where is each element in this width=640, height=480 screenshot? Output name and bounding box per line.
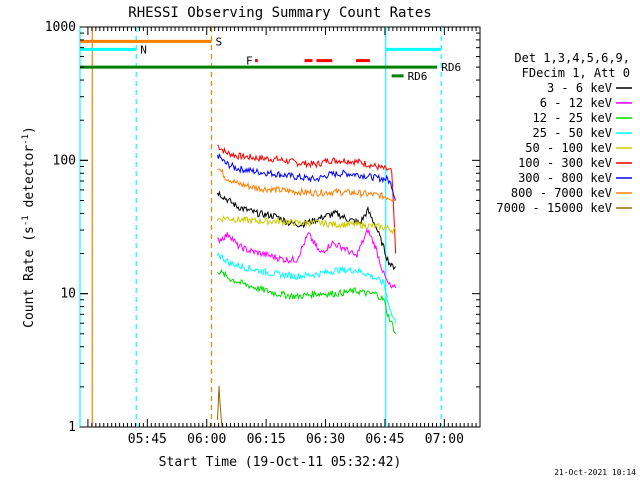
x-axis: 05:45 06:00 06:15 06:30 06:45 07:00 [87, 27, 477, 447]
chart-title: RHESSI Observing Summary Count Rates [128, 5, 431, 21]
x-tick-label: 06:30 [306, 432, 345, 447]
legend-label: 7000 - 15000 keV [496, 201, 612, 215]
y-axis: 1 10 100 1000 [45, 20, 480, 435]
y-label-sup-1: -1 [21, 215, 31, 226]
flag-label: S [215, 35, 222, 48]
x-tick-label: 06:00 [187, 432, 226, 447]
legend-header-1: Det 1,3,4,5,6,9, [514, 51, 630, 65]
series-line [217, 268, 397, 335]
y-tick-label: 10 [60, 287, 76, 302]
series-line [216, 251, 397, 324]
series-line [216, 153, 397, 201]
flag-label: RD6 [408, 70, 428, 83]
x-tick-label: 06:45 [365, 432, 404, 447]
series-line [216, 215, 397, 235]
legend-label: 100 - 300 keV [518, 156, 612, 170]
legend-label: 12 - 25 keV [533, 111, 612, 125]
flag-label: F [246, 55, 253, 68]
y-tick-label: 1000 [45, 20, 76, 35]
footer-timestamp: 21-Oct-2021 10:14 [554, 468, 636, 477]
legend-header-2: FDecim 1, Att 0 [522, 66, 630, 80]
y-axis-label: Count Rate (s-1 detector-1) [21, 126, 37, 328]
legend-label: 3 - 6 keV [547, 81, 612, 95]
legend-label: 6 - 12 keV [540, 96, 612, 110]
plot-area: S N F RD6 RD6 [79, 26, 481, 428]
series-line [217, 144, 397, 254]
series-lines [216, 144, 397, 428]
legend-label: 25 - 50 keV [533, 126, 612, 140]
flag-label: N [140, 43, 147, 56]
legend-label: 800 - 7000 keV [511, 186, 612, 200]
flag-bars: S N F RD6 RD6 [80, 35, 461, 83]
series-line [216, 385, 223, 428]
legend-label: 300 - 800 keV [518, 171, 612, 185]
x-tick-label: 05:45 [128, 432, 167, 447]
x-tick-label: 07:00 [425, 432, 464, 447]
y-tick-label: 1 [68, 420, 76, 435]
y-label-part-3: ) [22, 126, 37, 134]
y-label-sup-2: -1 [21, 134, 31, 145]
y-label-part-2: detector [22, 145, 37, 216]
y-tick-label: 100 [53, 153, 76, 168]
plot-frame [79, 26, 481, 428]
series-line [217, 227, 397, 289]
legend-label: 50 - 100 keV [525, 141, 612, 155]
x-tick-label: 06:15 [247, 432, 286, 447]
vertical-markers [79, 27, 442, 427]
series-line [217, 168, 396, 202]
y-label-part-1: Count Rate (s [22, 226, 37, 328]
x-axis-label: Start Time (19-Oct-11 05:32:42) [159, 455, 402, 470]
legend: Det 1,3,4,5,6,9, FDecim 1, Att 0 3 - 6 k… [496, 51, 632, 215]
flag-label: RD6 [441, 61, 461, 74]
